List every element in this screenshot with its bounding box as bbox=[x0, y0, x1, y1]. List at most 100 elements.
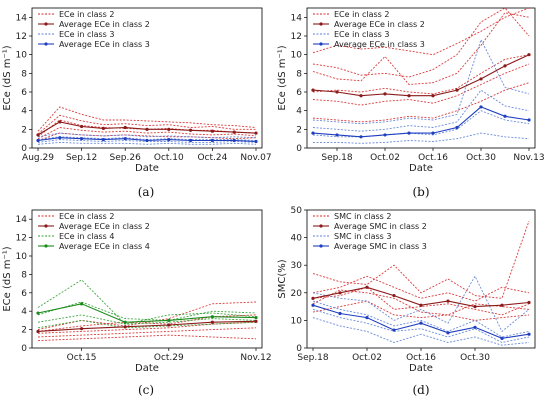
average-point bbox=[210, 129, 214, 133]
series-line bbox=[312, 300, 530, 338]
legend-marker bbox=[319, 42, 323, 46]
x-tick-label: Sep.12 bbox=[66, 153, 97, 163]
average-point bbox=[210, 315, 214, 319]
chart-panel: 0 10 20 30 40 50 Sep.18 Oct.02 Oct.16 Oct.30 Date S… bbox=[277, 206, 536, 397]
average-point bbox=[189, 128, 193, 132]
y-tick-label: 8 bbox=[21, 69, 27, 79]
average-point bbox=[500, 303, 504, 307]
average-point bbox=[311, 131, 315, 135]
y-tick-label: 12 bbox=[16, 234, 27, 244]
legend-label: ECe in class 4 bbox=[59, 232, 114, 241]
y-tick-label: 0 bbox=[21, 144, 27, 154]
average-point bbox=[500, 336, 504, 340]
average-point bbox=[392, 328, 396, 332]
average-point bbox=[527, 53, 531, 57]
average-point bbox=[359, 135, 363, 139]
average-point bbox=[431, 131, 435, 135]
y-tick-label: 20 bbox=[291, 289, 303, 299]
y-tick-label: 50 bbox=[291, 206, 303, 216]
x-axis-label: Date bbox=[409, 163, 433, 174]
series-line bbox=[312, 220, 530, 299]
plot-frame bbox=[31, 209, 263, 349]
plot-area bbox=[311, 8, 531, 144]
average-point bbox=[527, 118, 531, 122]
chart-panel: 0 2 4 6 8 10 12 14 Oct.15 Oct.29 Nov.12 Date ECe (dS… bbox=[2, 209, 272, 397]
series-line bbox=[37, 132, 257, 141]
average-point bbox=[36, 311, 40, 315]
x-tick-label: Oct.24 bbox=[197, 153, 227, 163]
average-point bbox=[123, 137, 127, 141]
average-point bbox=[365, 316, 369, 320]
y-tick-label: 14 bbox=[16, 13, 28, 23]
y-tick-label: 30 bbox=[291, 261, 303, 271]
y-tick-label: 2 bbox=[21, 125, 27, 135]
x-tick-label: Nov.13 bbox=[513, 153, 544, 163]
x-axis-label: Date bbox=[409, 363, 433, 374]
series-line bbox=[37, 132, 257, 139]
plot-area bbox=[311, 220, 531, 346]
plot-area bbox=[36, 106, 258, 145]
series-line bbox=[312, 300, 530, 321]
average-point bbox=[446, 331, 450, 335]
average-point bbox=[311, 296, 315, 300]
x-tick-label: Sep.18 bbox=[297, 353, 329, 363]
average-point bbox=[455, 88, 459, 92]
y-tick-label: 10 bbox=[16, 252, 28, 262]
series-line bbox=[37, 279, 257, 325]
average-point bbox=[383, 92, 387, 96]
legend-label: SMC in class 3 bbox=[334, 232, 391, 241]
legend-label: Average SMC in class 2 bbox=[334, 222, 427, 231]
y-axis-label: ECe (dS m⁻¹) bbox=[277, 45, 288, 110]
average-point bbox=[58, 120, 62, 124]
average-point bbox=[36, 138, 40, 143]
y-tick-label: 2 bbox=[296, 125, 302, 135]
legend-label: ECe in class 2 bbox=[59, 10, 114, 19]
average-point bbox=[479, 77, 483, 81]
plot-frame bbox=[31, 7, 263, 149]
legend-label: ECe in class 3 bbox=[59, 30, 114, 39]
average-line bbox=[37, 303, 257, 323]
average-point bbox=[167, 138, 171, 142]
y-tick-label: 2 bbox=[21, 326, 27, 336]
average-point bbox=[80, 302, 84, 306]
average-point bbox=[101, 126, 105, 130]
average-point bbox=[473, 305, 477, 309]
legend-label: Average ECe in class 2 bbox=[59, 222, 150, 231]
average-point bbox=[359, 94, 363, 98]
legend-label: Average ECe in class 3 bbox=[59, 40, 150, 49]
average-point bbox=[210, 320, 214, 324]
average-point bbox=[419, 303, 423, 307]
y-axis-label: ECe (dS m⁻¹) bbox=[2, 246, 13, 311]
series-line bbox=[312, 8, 530, 56]
series-line bbox=[312, 110, 530, 138]
series-line bbox=[37, 334, 257, 342]
x-tick-label: Oct.02 bbox=[370, 153, 400, 163]
average-point bbox=[392, 293, 396, 298]
y-tick-label: 8 bbox=[296, 69, 302, 79]
legend-label: Average ECe in class 4 bbox=[59, 242, 150, 251]
average-point bbox=[527, 332, 531, 336]
panel-label: (a) bbox=[138, 185, 155, 199]
y-tick-label: 12 bbox=[291, 32, 302, 42]
series-line bbox=[37, 321, 257, 334]
panel-label: (d) bbox=[412, 383, 429, 397]
average-point bbox=[80, 327, 84, 331]
y-tick-label: 0 bbox=[296, 344, 302, 354]
y-tick-label: 10 bbox=[16, 51, 28, 61]
legend-label: ECe in class 3 bbox=[334, 30, 389, 39]
average-point bbox=[335, 133, 339, 137]
average-point bbox=[455, 125, 459, 130]
y-tick-label: 0 bbox=[296, 144, 302, 154]
y-tick-label: 14 bbox=[16, 215, 28, 225]
average-point bbox=[479, 105, 483, 109]
average-line bbox=[312, 54, 530, 97]
x-tick-label: Nov.07 bbox=[240, 153, 271, 163]
average-point bbox=[254, 316, 258, 320]
legend-label: ECe in class 2 bbox=[334, 10, 389, 19]
x-tick-label: Oct.16 bbox=[418, 153, 448, 163]
series-line bbox=[312, 38, 530, 125]
